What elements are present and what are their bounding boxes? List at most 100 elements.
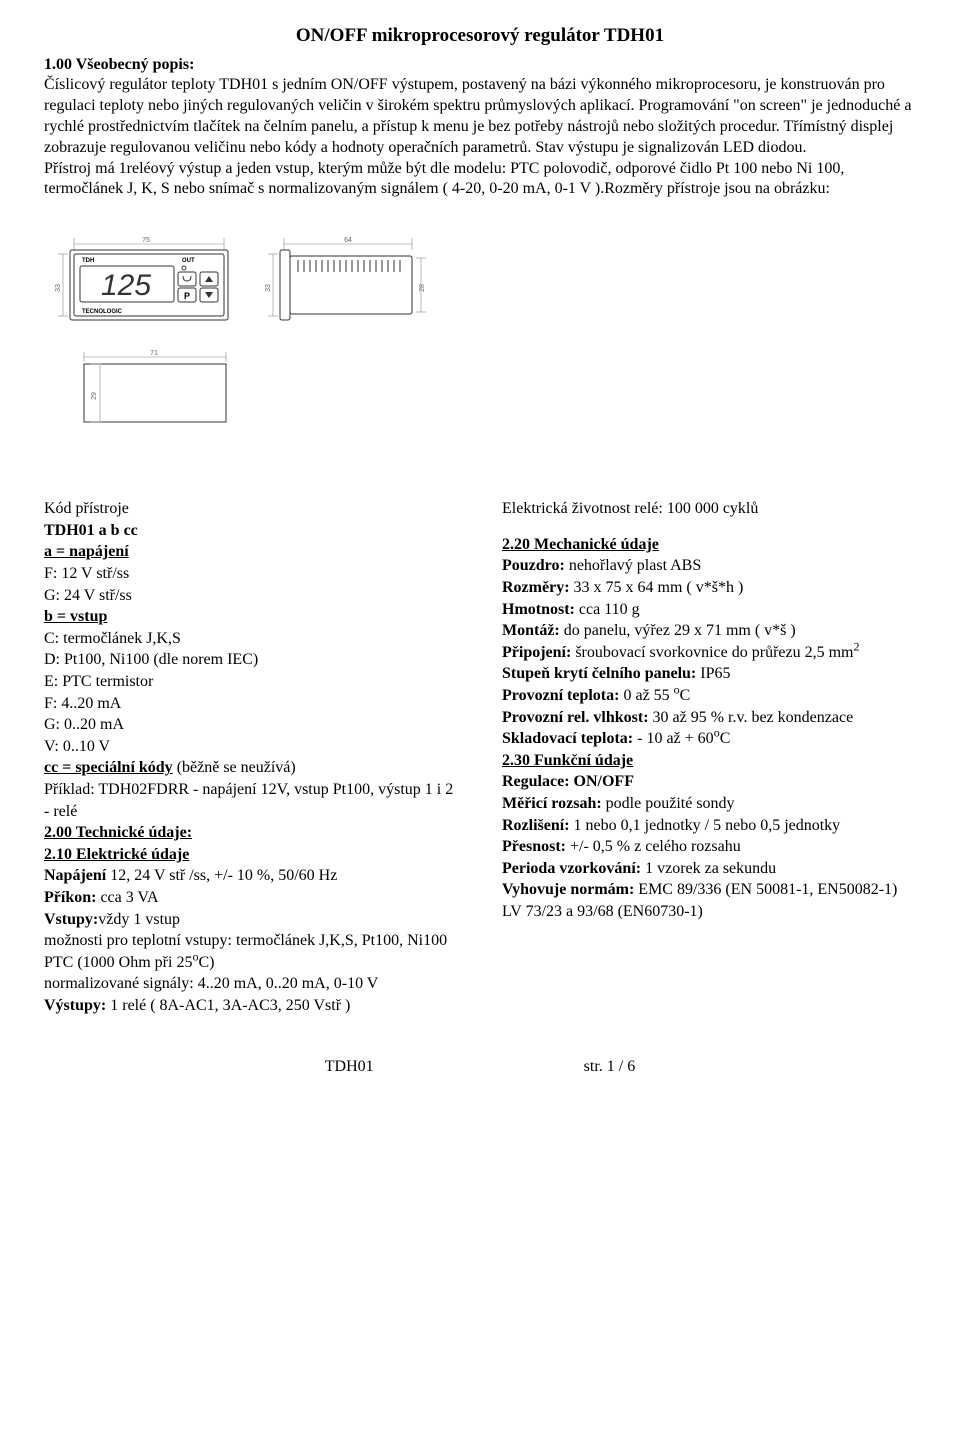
sklad-line: Skladovací teplota: - 10 až + 60oC	[502, 728, 916, 750]
dim-cutout-width: 71	[150, 350, 158, 357]
vystupy-label: Výstupy:	[44, 997, 106, 1014]
presnost-val: +/- 0,5 % z celého rozsahu	[566, 838, 741, 855]
rozl-val: 1 nebo 0,1 jednotky / 5 nebo 0,5 jednotk…	[570, 817, 841, 834]
provvlh-label: Provozní rel. vlhkost:	[502, 709, 649, 726]
prikon-line: Příkon: cca 3 VA	[44, 887, 458, 909]
ptc-line: PTC (1000 Ohm při 25oC)	[44, 952, 458, 974]
sklad-c: C	[720, 730, 731, 747]
b-opt-4: F: 4..20 mA	[44, 693, 458, 715]
rozmery-label: Rozměry:	[502, 579, 570, 596]
napajeni-line: Napájení 12, 24 V stř /ss, +/- 10 %, 50/…	[44, 865, 458, 887]
rozmery-val: 33 x 75 x 64 mm ( v*š*h )	[570, 579, 744, 596]
mech-heading: 2.20 Mechanické údaje	[502, 534, 916, 556]
provtep-label: Provozní teplota:	[502, 687, 619, 704]
pripojeni-val: šroubovací svorkovnice do průřezu 2,5 mm	[571, 644, 853, 661]
prikon-val: cca 3 VA	[96, 889, 158, 906]
provtep-c: C	[680, 687, 691, 704]
cc-heading: cc = speciální kódy	[44, 759, 173, 776]
dim-front-width: 75	[142, 237, 150, 244]
pouzdro-val: nehořlavý plast ABS	[565, 557, 701, 574]
display-value: 125	[101, 269, 151, 302]
rozsah-val: podle použité sondy	[602, 795, 735, 812]
b-heading: b = vstup	[44, 606, 458, 628]
hmotnost-val: cca 110 g	[575, 601, 640, 618]
example-line: Příklad: TDH02FDRR - napájení 12V, vstup…	[44, 779, 458, 822]
pripojeni-sup: 2	[853, 640, 859, 654]
pripojeni-line: Připojení: šroubovací svorkovnice do prů…	[502, 642, 916, 664]
page-title: ON/OFF mikroprocesorový regulátor TDH01	[44, 24, 916, 49]
perioda-line: Perioda vzorkování: 1 vzorek za sekundu	[502, 858, 916, 880]
b-opt-2: D: Pt100, Ni100 (dle norem IEC)	[44, 649, 458, 671]
dim-side-depth: 28	[419, 284, 426, 292]
brand-bottom-label: TECNOLOGIC	[82, 309, 123, 315]
moznosti-line: možnosti pro teplotní vstupy: termočláne…	[44, 930, 458, 952]
dim-side-width: 64	[344, 237, 352, 244]
b-opt-5: G: 0..20 mA	[44, 714, 458, 736]
vystupy-val: 1 relé ( 8A-AC1, 3A-AC3, 250 Vstř )	[106, 997, 350, 1014]
normy-line-2: LV 73/23 a 93/68 (EN60730-1)	[502, 901, 916, 923]
intro-paragraph-2: Přístroj má 1reléový výstup a jeden vstu…	[44, 159, 916, 201]
footer-left: TDH01	[325, 1057, 374, 1078]
perioda-val: 1 vzorek za sekundu	[641, 860, 776, 877]
ip-val: IP65	[696, 665, 730, 682]
napajeni-val: 12, 24 V stř /ss, +/- 10 %, 50/60 Hz	[106, 867, 337, 884]
provvlh-line: Provozní rel. vlhkost: 30 až 95 % r.v. b…	[502, 707, 916, 729]
montaz-label: Montáž:	[502, 622, 560, 639]
napajeni-label: Napájení	[44, 867, 106, 884]
page-footer: TDH01 str. 1 / 6	[44, 1057, 916, 1078]
provvlh-val: 30 až 95 % r.v. bez kondenzace	[649, 709, 854, 726]
device-code: TDH01 a b cc	[44, 520, 458, 542]
provtep-val: 0 až 55	[619, 687, 673, 704]
normy-label: Vyhovuje normám:	[502, 881, 634, 898]
pouzdro-label: Pouzdro:	[502, 557, 565, 574]
normy-line-1: Vyhovuje normám: EMC 89/336 (EN 50081-1,…	[502, 879, 916, 901]
hmotnost-label: Hmotnost:	[502, 601, 575, 618]
sklad-label: Skladovací teplota:	[502, 730, 633, 747]
vstupy-label: Vstupy:	[44, 911, 98, 928]
vstupy-val: vždy 1 vstup	[98, 911, 180, 928]
a-opt-2: G: 24 V stř/ss	[44, 585, 458, 607]
rozl-line: Rozlišení: 1 nebo 0,1 jednotky / 5 nebo …	[502, 815, 916, 837]
p-button-label: P	[184, 291, 190, 301]
rozsah-line: Měřicí rozsah: podle použité sondy	[502, 793, 916, 815]
ptc-pre: PTC (1000 Ohm při 25	[44, 954, 192, 971]
pouzdro-line: Pouzdro: nehořlavý plast ABS	[502, 555, 916, 577]
sklad-val: - 10 až + 60	[633, 730, 714, 747]
norm-line: normalizované signály: 4..20 mA, 0..20 m…	[44, 973, 458, 995]
elec-heading: 2.10 Elektrické údaje	[44, 844, 458, 866]
b-opt-3: E: PTC termistor	[44, 671, 458, 693]
dim-side-height: 33	[265, 284, 272, 292]
device-diagrams: 75 TDH 125 OUT P TECNOL	[44, 218, 916, 438]
vystupy-line: Výstupy: 1 relé ( 8A-AC1, 3A-AC3, 250 Vs…	[44, 995, 458, 1017]
cc-tail: (běžně se neužívá)	[173, 759, 296, 776]
relay-life: Elektrická životnost relé: 100 000 cyklů	[502, 498, 916, 520]
perioda-label: Perioda vzorkování:	[502, 860, 641, 877]
presnost-label: Přesnost:	[502, 838, 566, 855]
a-opt-1: F: 12 V stř/ss	[44, 563, 458, 585]
b-opt-1: C: termočlánek J,K,S	[44, 628, 458, 650]
section-1-heading: 1.00 Všeobecný popis:	[44, 55, 916, 76]
footer-right: str. 1 / 6	[584, 1057, 636, 1078]
montaz-val: do panelu, výřez 29 x 71 mm ( v*š )	[560, 622, 796, 639]
func-heading: 2.30 Funkční údaje	[502, 750, 916, 772]
vstupy-line: Vstupy:vždy 1 vstup	[44, 909, 458, 931]
reg-val: ON/OFF	[570, 773, 634, 790]
provtep-line: Provozní teplota: 0 až 55 oC	[502, 685, 916, 707]
intro-paragraph-1: Číslicový regulátor teploty TDH01 s jedn…	[44, 75, 916, 158]
b-opt-6: V: 0..10 V	[44, 736, 458, 758]
hmotnost-line: Hmotnost: cca 110 g	[502, 599, 916, 621]
rozsah-label: Měřicí rozsah:	[502, 795, 602, 812]
ip-line: Stupeň krytí čelního panelu: IP65	[502, 663, 916, 685]
cc-line: cc = speciální kódy (běžně se neužívá)	[44, 757, 458, 779]
reg-label: Regulace:	[502, 773, 570, 790]
pripojeni-label: Připojení:	[502, 644, 571, 661]
right-column: Elektrická životnost relé: 100 000 cyklů…	[502, 498, 916, 1016]
out-label: OUT	[182, 258, 195, 264]
prikon-label: Příkon:	[44, 889, 96, 906]
a-heading: a = napájení	[44, 541, 458, 563]
rozl-label: Rozlišení:	[502, 817, 570, 834]
brand-top-label: TDH	[82, 258, 94, 264]
dim-cutout-height: 29	[91, 392, 98, 400]
rozmery-line: Rozměry: 33 x 75 x 64 mm ( v*š*h )	[502, 577, 916, 599]
reg-line: Regulace: ON/OFF	[502, 771, 916, 793]
